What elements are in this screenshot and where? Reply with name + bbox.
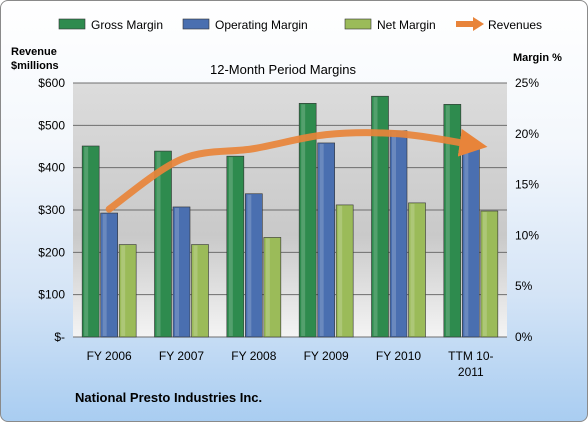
legend-label: Operating Margin [215,18,308,32]
company-name: National Presto Industries Inc. [75,390,263,405]
bar-highlight [175,207,179,336]
bar-operating-margin [100,212,118,338]
bar-highlight [482,212,487,336]
legend-swatch [58,18,86,30]
left-tick-label: $400 [38,161,65,175]
bar-highlight [228,157,233,336]
bar-net-margin [118,244,137,338]
bar-net-margin [191,244,209,338]
left-tick-label: $500 [38,118,65,132]
bar-highlight [445,105,450,336]
legend-swatch [344,18,372,30]
bar-highlight [121,245,126,336]
right-axis-ticks: 0% 5% 10% 15% 20% 25% [515,76,539,344]
legend-swatch-arrow [473,17,484,31]
bar-net-margin [480,210,499,338]
legend-label: Net Margin [377,18,436,32]
bar-highlight [156,152,161,336]
bar-highlight [265,238,270,336]
bar-highlight [464,144,469,336]
right-tick-label: 15% [515,178,539,192]
bar-gross-margin [298,103,317,338]
left-tick-label: $600 [38,76,65,90]
bar-gross-margin [154,150,172,338]
bar-net-margin [263,237,282,338]
left-axis-ticks: $- $100 $200 $300 $400 $500 $600 [38,76,65,344]
bar-highlight [338,205,343,336]
bar-highlight [319,143,324,336]
bar-highlight [193,245,198,336]
bar-gross-margin [226,155,245,338]
bar-operating-margin [317,142,335,338]
right-tick-label: 10% [515,228,539,242]
chart-title: 12-Month Period Margins [210,62,356,77]
x-tick-label: FY 2010 [376,349,421,363]
x-axis-ticks: FY 2006 FY 2007 FY 2008 FY 2009 FY 2010 TTM 1… [87,349,494,379]
bar-gross-margin [81,145,100,338]
x-tick-label: TTM 10-2011 [448,349,493,379]
x-tick-label: FY 2006 [87,349,132,363]
right-tick-label: 25% [515,76,539,90]
bar-gross-margin [443,104,462,338]
bar-net-margin [408,202,426,338]
right-axis-label: Margin % [513,52,562,64]
bar-highlight [102,214,107,336]
x-tick-label: FY 2009 [304,349,349,363]
left-tick-label: $300 [38,203,65,217]
left-axis-label: Revenue $millions [11,46,60,72]
bar-highlight [84,146,89,336]
right-tick-label: 0% [515,330,533,344]
left-tick-label: $100 [38,288,65,302]
legend-swatch [182,18,210,30]
right-tick-label: 5% [515,279,533,293]
left-tick-label: $200 [38,245,65,259]
legend: Gross Margin Operating Margin Net Margin Re… [58,17,542,32]
left-tick-label: $- [54,330,65,344]
bar-operating-margin [172,206,191,338]
bar-highlight [410,203,415,336]
gridlines [73,82,507,338]
bar-highlight [247,194,252,336]
revenues-line-path [105,128,488,213]
bar-net-margin [335,204,354,338]
bar-highlight [392,131,396,336]
x-tick-label: FY 2007 [159,349,204,363]
bar-highlight [301,104,306,336]
legend-label: Revenues [488,18,542,32]
bars [81,95,499,338]
legend-label: Gross Margin [91,18,163,32]
x-tick-label: FY 2008 [231,349,276,363]
bar-gross-margin [371,95,389,338]
right-tick-label: 20% [515,127,539,141]
bar-operating-margin [245,193,263,338]
revenue-line [105,128,488,213]
bar-highlight [373,97,378,336]
